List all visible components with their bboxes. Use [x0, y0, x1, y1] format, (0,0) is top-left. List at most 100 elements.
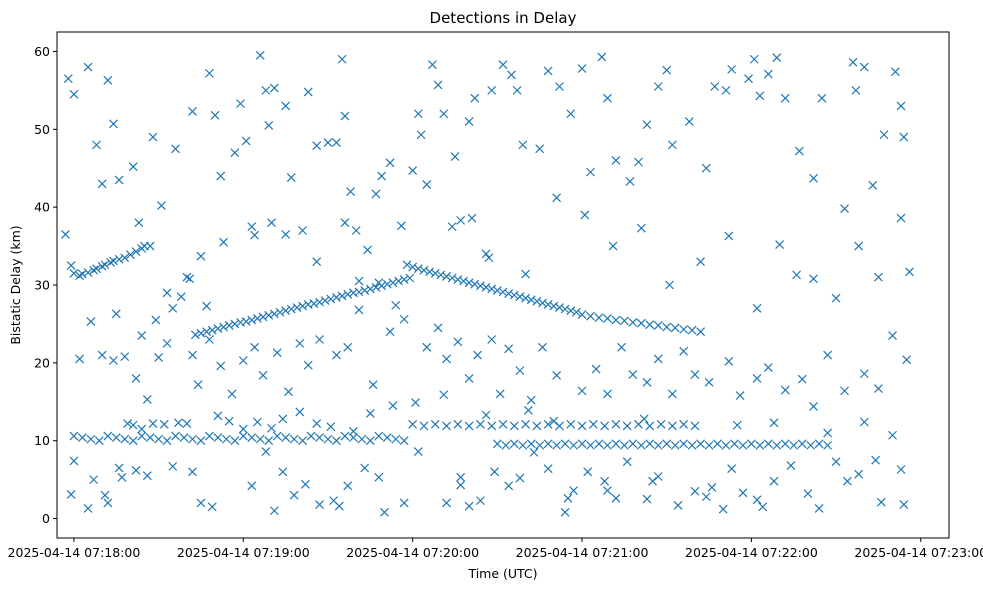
data-point	[323, 434, 333, 444]
data-point	[188, 467, 197, 477]
data-point	[532, 296, 542, 306]
data-point	[326, 422, 336, 432]
data-point	[351, 226, 361, 235]
data-point	[526, 295, 536, 305]
data-point	[281, 229, 291, 239]
data-point	[447, 273, 457, 283]
data-point	[526, 395, 536, 405]
data-point	[83, 268, 93, 277]
data-point	[343, 342, 353, 352]
data-point	[543, 464, 553, 474]
data-point	[238, 356, 248, 365]
data-point	[888, 430, 897, 440]
data-point	[357, 434, 367, 444]
data-point	[603, 389, 612, 399]
data-point	[422, 180, 432, 190]
data-point	[780, 93, 790, 103]
data-point	[498, 419, 508, 429]
data-point	[295, 407, 305, 417]
data-point	[549, 301, 559, 311]
data-point	[315, 433, 324, 443]
data-point	[696, 327, 706, 337]
data-point	[148, 132, 158, 142]
data-point	[196, 251, 206, 261]
data-point	[727, 64, 737, 74]
data-point	[724, 231, 734, 241]
data-point	[411, 398, 420, 407]
data-point	[752, 373, 762, 383]
data-point	[286, 173, 296, 182]
data-point	[467, 213, 477, 223]
data-point	[622, 457, 632, 467]
data-point	[179, 433, 189, 443]
x-tick-label: 2025-04-14 07:18:00	[8, 545, 141, 560]
data-point	[162, 288, 172, 298]
data-point	[312, 419, 322, 428]
data-point	[588, 419, 598, 429]
data-point	[507, 70, 516, 80]
data-point	[114, 463, 124, 473]
data-point	[368, 380, 378, 390]
data-point	[746, 439, 756, 449]
data-point	[848, 57, 858, 67]
data-point	[679, 346, 689, 356]
data-point	[763, 439, 773, 449]
y-tick-label: 20	[34, 355, 50, 370]
x-axis-label: Time (UTC)	[467, 566, 537, 581]
y-tick-label: 0	[42, 511, 50, 526]
data-point	[679, 439, 689, 449]
data-point	[210, 110, 220, 120]
data-point	[569, 440, 578, 450]
data-point	[628, 370, 638, 379]
data-point	[628, 439, 638, 449]
data-point	[453, 337, 463, 347]
data-point	[738, 488, 748, 498]
data-point	[315, 335, 324, 344]
data-point	[255, 50, 265, 60]
data-point	[63, 74, 73, 84]
data-point	[247, 222, 257, 232]
data-point	[399, 275, 409, 284]
data-point	[131, 247, 141, 256]
data-point	[168, 461, 178, 471]
data-point	[320, 296, 330, 305]
data-point	[560, 439, 570, 449]
data-point	[896, 101, 906, 111]
data-point	[137, 424, 147, 434]
data-point	[66, 261, 76, 270]
data-point	[549, 416, 559, 426]
data-point	[207, 325, 217, 335]
data-point	[213, 324, 223, 334]
data-point	[823, 440, 833, 450]
data-point	[667, 140, 677, 150]
data-point	[464, 501, 474, 511]
data-point	[157, 201, 166, 211]
data-point	[131, 465, 141, 475]
data-point	[470, 93, 480, 103]
data-point	[430, 419, 440, 429]
data-point	[272, 431, 282, 441]
data-point	[586, 440, 595, 450]
data-point	[120, 352, 130, 362]
data-point	[772, 440, 782, 450]
data-point	[687, 440, 697, 450]
data-point	[628, 317, 638, 327]
data-point	[281, 306, 291, 316]
data-point	[188, 434, 197, 444]
data-point	[380, 507, 389, 517]
data-point	[456, 472, 466, 482]
data-point	[492, 439, 502, 449]
data-point	[817, 93, 827, 103]
data-point	[665, 280, 674, 290]
data-point	[439, 390, 449, 400]
data-point	[786, 461, 796, 471]
data-point	[298, 436, 308, 446]
data-point	[509, 290, 519, 300]
data-point	[447, 222, 457, 232]
data-point	[470, 279, 480, 289]
data-point	[481, 249, 491, 259]
data-point	[464, 421, 474, 431]
data-point	[399, 436, 409, 446]
data-point	[823, 350, 833, 360]
